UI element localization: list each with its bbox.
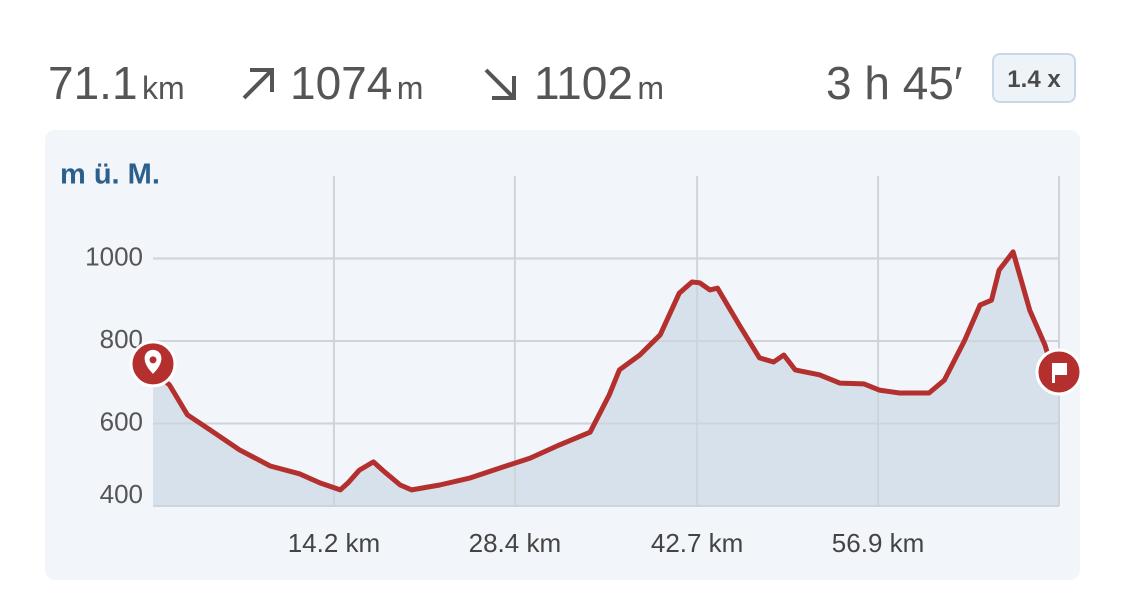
x-tick-label: 42.7 km — [651, 528, 744, 558]
duration-value: 3 h 45′ — [826, 57, 963, 109]
y-tick-label: 400 — [100, 479, 143, 509]
duration: 3 h 45′ — [826, 56, 963, 110]
elevation-area — [153, 251, 1059, 506]
ascent: 1074 m — [290, 56, 423, 110]
distance-unit: km — [141, 70, 185, 106]
distance: 71.1 km — [48, 56, 185, 110]
y-axis-label: m ü. M. — [60, 159, 160, 191]
x-tick-label: 14.2 km — [288, 528, 381, 558]
descent: 1102 m — [534, 56, 664, 110]
speed-factor[interactable]: 1.4 x — [992, 53, 1076, 103]
x-tick-label: 56.9 km — [832, 528, 925, 558]
end-flag — [1052, 362, 1067, 383]
ascent-icon — [242, 68, 274, 100]
distance-value: 71.1 — [48, 57, 138, 109]
descent-value: 1102 — [534, 57, 633, 109]
tour-stats: 71.1 km 1074 m 1102 m 3 h 45′ 1.4 x — [48, 50, 1080, 110]
start-pin-hole — [149, 356, 157, 364]
ascent-value: 1074 — [290, 57, 393, 109]
descent-unit: m — [637, 70, 665, 106]
descent-icon — [484, 68, 516, 100]
x-tick-label: 28.4 km — [469, 528, 562, 558]
y-tick-label: 1000 — [85, 241, 143, 271]
y-tick-label: 600 — [100, 406, 143, 436]
elevation-line — [151, 249, 1060, 493]
ascent-unit: m — [396, 70, 424, 106]
